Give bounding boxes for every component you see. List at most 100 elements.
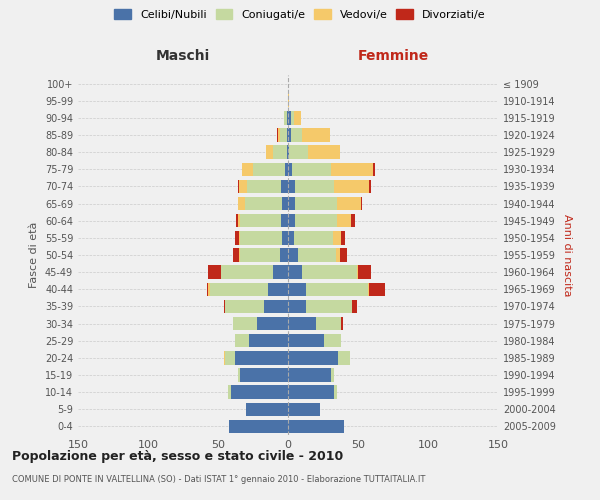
Bar [238, 197, 245, 210]
Bar [233, 317, 257, 330]
Bar [285, 162, 288, 176]
Bar [288, 128, 291, 141]
Bar [289, 146, 308, 159]
Bar [280, 128, 287, 141]
Bar [292, 162, 331, 176]
Bar [246, 402, 288, 416]
Text: Maschi: Maschi [156, 48, 210, 62]
Bar [308, 146, 340, 159]
Bar [288, 248, 298, 262]
Bar [288, 300, 306, 313]
Bar [368, 282, 369, 296]
Bar [287, 111, 288, 124]
Bar [225, 351, 235, 364]
Bar [288, 282, 306, 296]
Bar [221, 266, 272, 279]
Bar [283, 231, 288, 244]
Bar [288, 351, 338, 364]
Text: COMUNE DI PONTE IN VALTELLINA (SO) - Dati ISTAT 1° gennaio 2010 - Elaborazione T: COMUNE DI PONTE IN VALTELLINA (SO) - Dat… [12, 475, 425, 484]
Bar [228, 386, 230, 399]
Bar [241, 214, 281, 228]
Bar [331, 162, 373, 176]
Bar [356, 266, 358, 279]
Bar [239, 231, 241, 244]
Bar [361, 197, 362, 210]
Bar [238, 214, 241, 228]
Bar [288, 368, 331, 382]
Bar [338, 351, 350, 364]
Bar [233, 248, 239, 262]
Bar [245, 197, 283, 210]
Bar [288, 266, 302, 279]
Bar [369, 180, 371, 193]
Bar [337, 214, 351, 228]
Bar [373, 162, 375, 176]
Bar [239, 180, 247, 193]
Bar [272, 266, 288, 279]
Bar [295, 197, 337, 210]
Bar [341, 317, 343, 330]
Bar [352, 300, 356, 313]
Text: Popolazione per età, sesso e stato civile - 2010: Popolazione per età, sesso e stato civil… [12, 450, 343, 463]
Bar [238, 368, 241, 382]
Bar [224, 351, 225, 364]
Bar [266, 146, 272, 159]
Bar [236, 214, 238, 228]
Bar [334, 386, 337, 399]
Bar [264, 300, 288, 313]
Bar [288, 111, 291, 124]
Bar [208, 266, 221, 279]
Bar [272, 146, 287, 159]
Bar [298, 248, 335, 262]
Bar [293, 111, 301, 124]
Bar [335, 248, 340, 262]
Legend: Celibi/Nubili, Coniugati/e, Vedovi/e, Divorziati/e: Celibi/Nubili, Coniugati/e, Vedovi/e, Di… [111, 6, 489, 23]
Y-axis label: Fasce di età: Fasce di età [29, 222, 39, 288]
Bar [293, 231, 333, 244]
Bar [283, 197, 288, 210]
Bar [287, 146, 288, 159]
Bar [239, 248, 241, 262]
Bar [235, 351, 288, 364]
Bar [288, 386, 334, 399]
Bar [325, 334, 341, 347]
Bar [337, 197, 361, 210]
Bar [295, 180, 334, 193]
Bar [333, 231, 341, 244]
Bar [288, 420, 344, 433]
Bar [253, 162, 285, 176]
Bar [241, 368, 288, 382]
Bar [358, 266, 371, 279]
Bar [277, 128, 278, 141]
Bar [229, 420, 288, 433]
Bar [281, 214, 288, 228]
Bar [288, 402, 320, 416]
Bar [288, 162, 292, 176]
Bar [287, 128, 288, 141]
Text: Femmine: Femmine [358, 48, 428, 62]
Bar [302, 266, 356, 279]
Bar [306, 300, 352, 313]
Bar [288, 94, 289, 108]
Bar [288, 334, 325, 347]
Bar [288, 146, 289, 159]
Bar [208, 282, 209, 296]
Bar [306, 282, 368, 296]
Bar [225, 300, 264, 313]
Bar [302, 128, 330, 141]
Bar [278, 128, 280, 141]
Bar [331, 368, 334, 382]
Bar [316, 317, 341, 330]
Bar [288, 231, 293, 244]
Bar [341, 231, 346, 244]
Bar [288, 317, 316, 330]
Y-axis label: Anni di nascita: Anni di nascita [562, 214, 572, 296]
Bar [230, 386, 288, 399]
Bar [241, 231, 283, 244]
Bar [280, 248, 288, 262]
Bar [288, 214, 295, 228]
Bar [235, 231, 239, 244]
Bar [351, 214, 355, 228]
Bar [295, 214, 337, 228]
Bar [235, 334, 249, 347]
